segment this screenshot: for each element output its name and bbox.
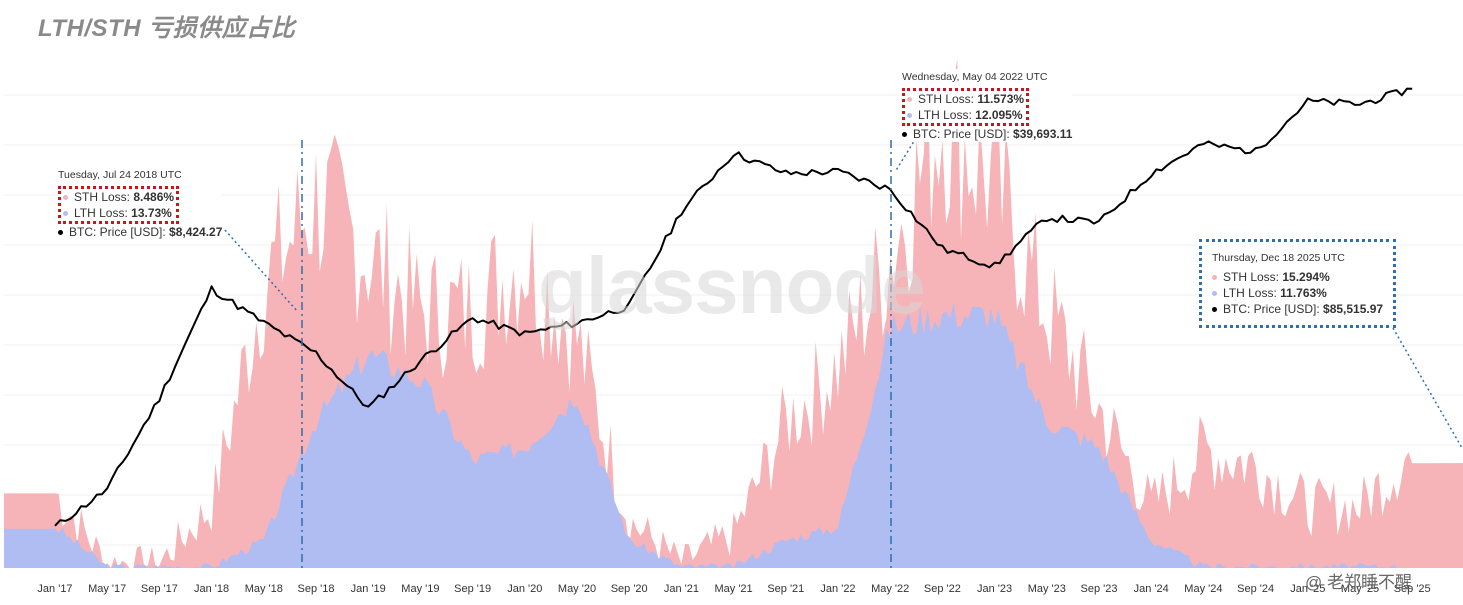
lth-dot-icon [63, 211, 68, 217]
x-tick-label: Jan '23 [977, 583, 1012, 595]
area-series [4, 59, 1463, 569]
sth-value: 11.573% [977, 92, 1025, 106]
x-tick-label: May '19 [401, 583, 439, 595]
x-tick-label: Jan '19 [351, 583, 386, 595]
lth-label: LTH Loss: [74, 206, 132, 220]
tooltip-arrows [224, 137, 1463, 449]
price-label: BTC: Price [USD]: [69, 225, 170, 239]
x-tick-label: Jan '20 [507, 583, 542, 595]
credit-text: @ 老郑睡不醒 [1305, 573, 1412, 592]
x-tick-label: May '20 [558, 583, 596, 595]
sth-value: 8.486% [133, 190, 175, 204]
price-value: $8,424.27 [169, 225, 223, 239]
x-tick-label: Jan '25 [1290, 583, 1325, 595]
tooltip-date: Thursday, Dec 18 2025 UTC [1212, 252, 1345, 264]
x-tick-label: Sep '20 [611, 583, 648, 595]
x-tick-label: Sep '23 [1081, 583, 1118, 595]
x-tick-label: Sep '17 [141, 583, 178, 595]
tooltip-arrow [894, 137, 917, 173]
lth-dot-icon [907, 113, 912, 119]
tooltip-arrow [1392, 327, 1463, 449]
lth-label: LTH Loss: [1223, 286, 1281, 300]
loss-highlight-box: STH Loss: 11.573% LTH Loss: 12.095% [902, 88, 1030, 126]
lth-dot-icon [1212, 291, 1217, 297]
watermark: glassnode [538, 241, 926, 330]
x-tick-label: Jan '22 [820, 583, 855, 595]
tooltip-arrow [224, 229, 299, 313]
x-tick-label: May '23 [1028, 583, 1066, 595]
tooltip-date: Wednesday, May 04 2022 UTC [902, 71, 1048, 83]
lth-value: 11.763% [1280, 286, 1327, 300]
x-tick-label: May '17 [88, 583, 126, 595]
x-tick-label: Jan '18 [194, 583, 229, 595]
lth-value: 13.73% [131, 206, 172, 220]
price-label: BTC: Price [USD]: [1223, 302, 1324, 316]
sth-value: 15.294% [1282, 270, 1330, 284]
loss-highlight-box: STH Loss: 8.486% LTH Loss: 13.73% [58, 186, 180, 224]
x-tick-label: May '24 [1184, 583, 1222, 595]
sth-dot-icon [1212, 275, 1217, 281]
tooltip-date: Tuesday, Jul 24 2018 UTC [58, 169, 182, 181]
sth-label: STH Loss: [74, 190, 134, 204]
price-dot-icon [58, 230, 63, 236]
x-tick-label: May '22 [871, 583, 909, 595]
x-tick-label: Sep '21 [767, 583, 804, 595]
x-axis: Jan '17 May '17 Sep '17 Jan '18 May '18 Sep '… [37, 583, 1430, 595]
x-tick-label: Sep '22 [924, 583, 961, 595]
x-tick-label: May '21 [715, 583, 753, 595]
tooltip-2025: Thursday, Dec 18 2025 UTC STH Loss: 15.2… [1199, 239, 1397, 328]
price-value: $39,693.11 [1013, 127, 1073, 141]
tooltip-2018: Tuesday, Jul 24 2018 UTC STH Loss: 8.486… [58, 167, 223, 240]
x-tick-label: Sep '24 [1237, 583, 1274, 595]
sth-label: STH Loss: [918, 92, 978, 106]
x-tick-label: Sep '19 [454, 583, 491, 595]
x-tick-label: May '25 [1341, 583, 1379, 595]
tooltip-2022: Wednesday, May 04 2022 UTC STH Loss: 11.… [902, 69, 1073, 142]
btc-price-line [54, 87, 1413, 527]
chart-title: LTH/STH 亏损供应占比 [38, 15, 296, 42]
x-tick-label: Jan '21 [664, 583, 699, 595]
lth-label: LTH Loss: [918, 108, 976, 122]
sth-label: STH Loss: [1223, 270, 1283, 284]
x-tick-label: Sep '25 [1394, 583, 1431, 595]
price-value: $85,515.97 [1323, 302, 1384, 316]
x-tick-label: Sep '18 [298, 583, 335, 595]
price-series [54, 87, 1413, 527]
sth-dot-icon [907, 97, 912, 103]
price-dot-icon [902, 132, 907, 138]
price-dot-icon [1212, 307, 1217, 313]
lth-loss-area [4, 302, 1463, 568]
x-tick-label: Jan '24 [1134, 583, 1169, 595]
x-tick-label: Jan '17 [37, 583, 72, 595]
sth-dot-icon [63, 195, 68, 201]
price-label: BTC: Price [USD]: [913, 127, 1014, 141]
x-tick-label: May '18 [245, 583, 283, 595]
lth-value: 12.095% [975, 108, 1023, 122]
